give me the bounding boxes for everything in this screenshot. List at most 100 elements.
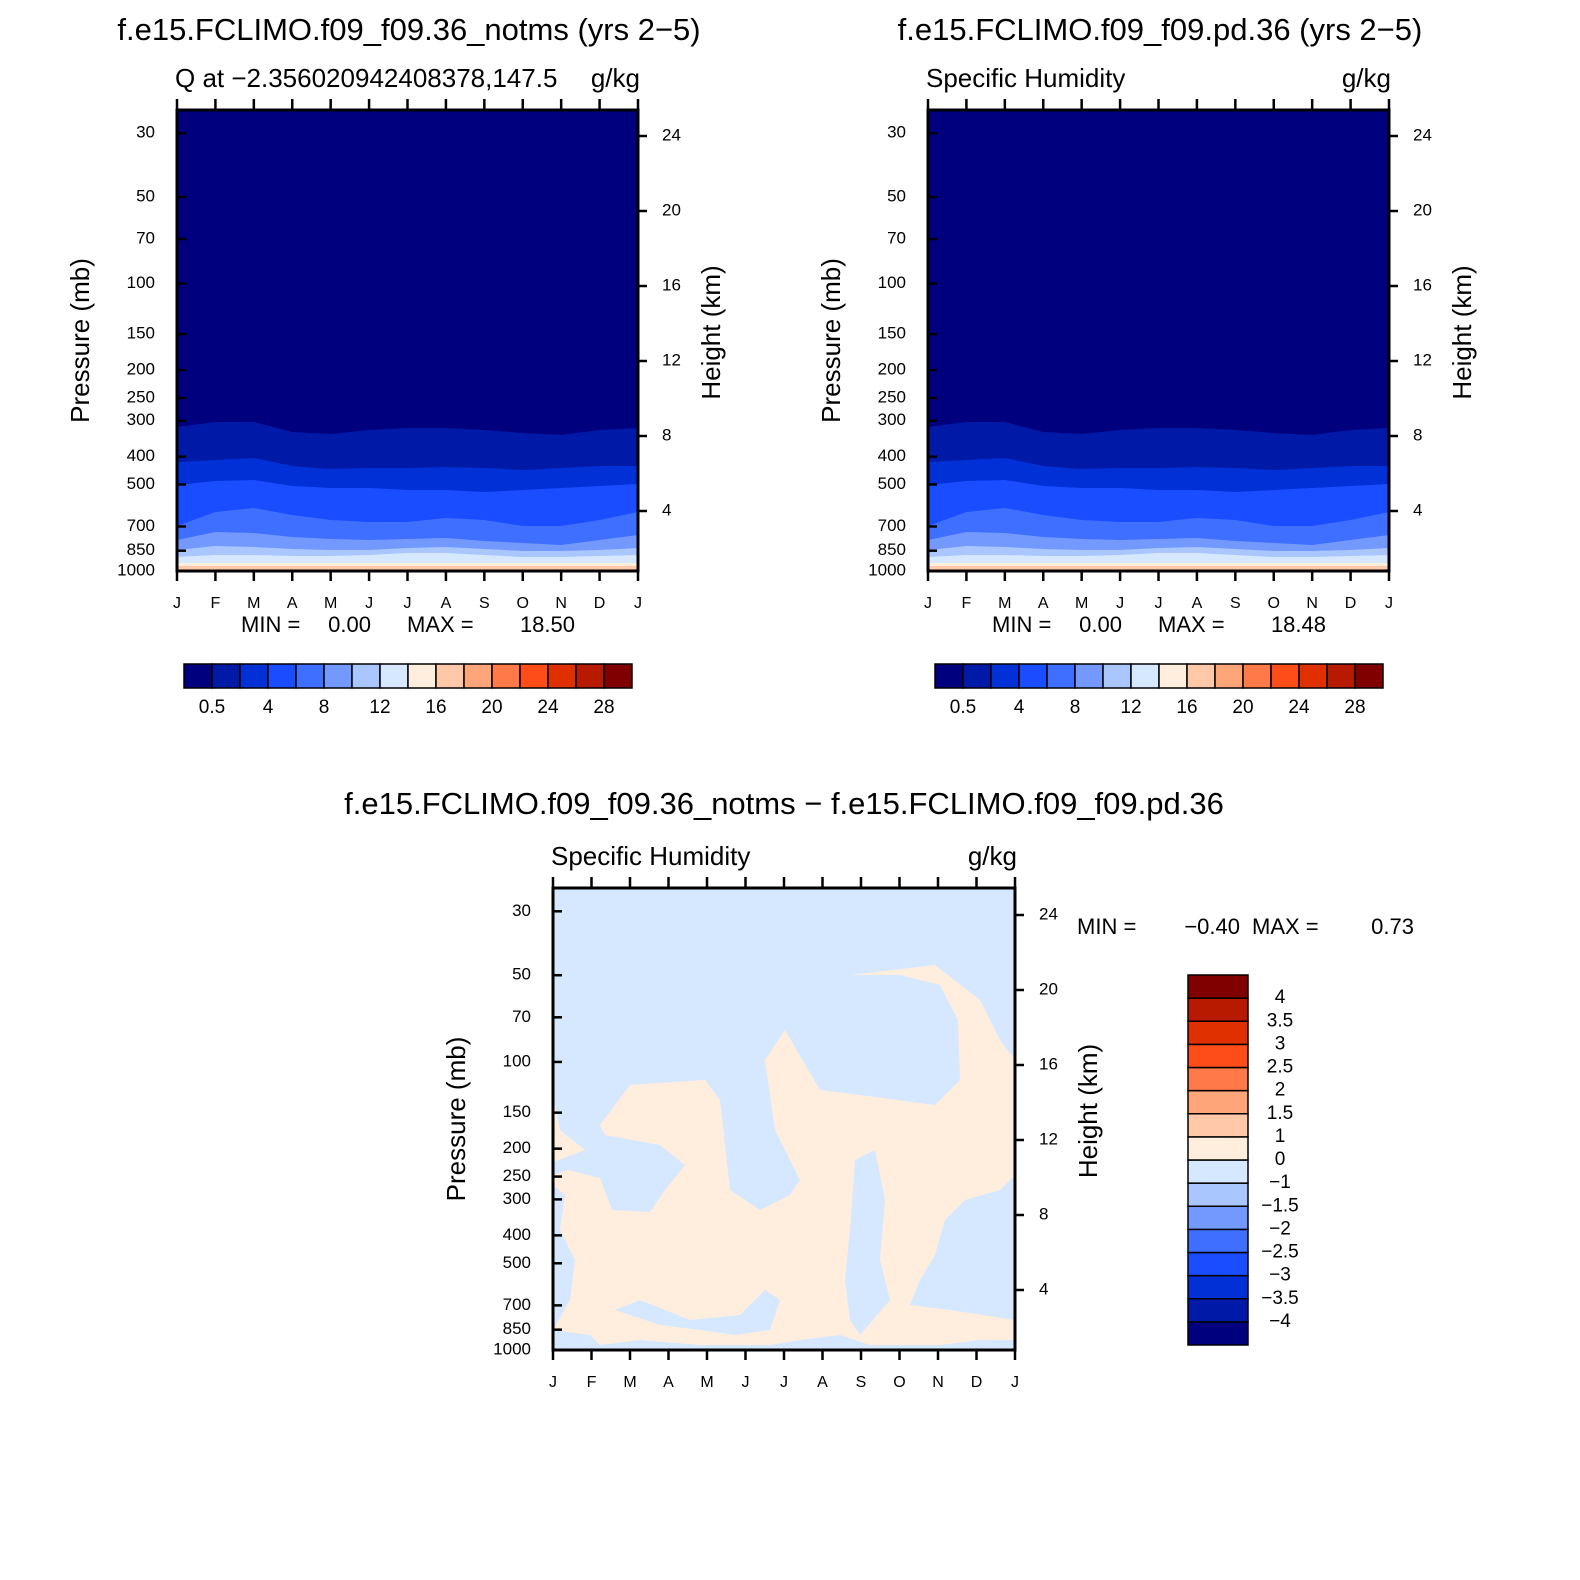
x-tick-label: S (479, 595, 490, 612)
colorbar-box (211, 663, 241, 689)
colorbar-box (1187, 1298, 1249, 1323)
x-tick-label: F (211, 595, 221, 612)
y-tick-label: 400 (878, 446, 906, 465)
y2-tick-label: 16 (1413, 275, 1432, 294)
subtitle-left: Specific Humidity (551, 841, 750, 871)
y-tick-label: 100 (503, 1051, 531, 1070)
y-tick-label: 250 (127, 387, 155, 406)
colorbar-box (603, 663, 633, 689)
colorbar-label: 2 (1275, 1080, 1286, 1101)
y2-axis-label: Height (km) (696, 265, 726, 399)
x-tick-label: J (780, 1374, 788, 1391)
colorbar-label: −3.5 (1261, 1288, 1299, 1309)
y-tick-label: 250 (878, 387, 906, 406)
x-tick-label: N (1306, 595, 1318, 612)
colorbar-box (934, 663, 964, 689)
colorbar-box (1187, 1066, 1249, 1092)
colorbar-label: 28 (1344, 697, 1365, 718)
colorbar-label: 1.5 (1267, 1103, 1293, 1124)
y-tick-label: 1000 (868, 560, 906, 579)
contour-fill (845, 1150, 890, 1335)
y-tick-label: 700 (503, 1295, 531, 1314)
colorbar-box (295, 663, 325, 689)
colorbar-box (990, 663, 1020, 689)
y-tick-label: 500 (878, 474, 906, 493)
colorbar-box (1326, 663, 1356, 689)
colorbar-label: 0.5 (950, 697, 976, 718)
x-tick-label: J (1155, 595, 1163, 612)
y2-tick-label: 4 (662, 500, 671, 519)
colorbar-box (1354, 663, 1384, 689)
min-label: MIN = (241, 612, 300, 637)
y2-tick-label: 16 (1039, 1054, 1058, 1073)
colorbar-label: 16 (425, 697, 446, 718)
y-tick-label: 500 (503, 1253, 531, 1272)
y2-axis-label: Height (km) (1447, 265, 1477, 399)
x-tick-label: F (962, 595, 972, 612)
y-tick-label: 50 (887, 187, 906, 206)
y-tick-label: 200 (503, 1138, 531, 1157)
panel-title: f.e15.FCLIMO.f09_f09.pd.36 (yrs 2−5) (898, 12, 1423, 47)
y-tick-label: 300 (127, 410, 155, 429)
colorbar-box (1187, 1321, 1249, 1346)
y2-tick-label: 8 (1413, 425, 1422, 444)
max-label: MAX = (407, 612, 474, 637)
y-tick-label: 200 (878, 360, 906, 379)
x-tick-label: S (1230, 595, 1241, 612)
colorbar-box (1074, 663, 1104, 689)
colorbar-label: −2.5 (1261, 1242, 1299, 1263)
y-tick-label: 250 (503, 1166, 531, 1185)
colorbar-label: −1.5 (1261, 1195, 1299, 1216)
x-tick-label: M (623, 1374, 636, 1391)
colorbar-box (1187, 1136, 1249, 1161)
colorbar-box (1187, 1020, 1249, 1046)
y-tick-label: 30 (512, 901, 531, 920)
colorbar-box (575, 663, 605, 689)
colorbar-box (1046, 663, 1076, 689)
y-tick-label: 500 (127, 474, 155, 493)
x-tick-label: A (441, 595, 452, 612)
colorbar-label: 28 (593, 697, 614, 718)
y-tick-label: 1000 (117, 560, 155, 579)
colorbar-label: −2 (1269, 1218, 1291, 1239)
y2-tick-label: 20 (662, 200, 681, 219)
y-tick-label: 100 (878, 273, 906, 292)
colorbar-label: 3 (1275, 1033, 1286, 1054)
colorbar-box (1270, 663, 1300, 689)
y-tick-label: 150 (878, 324, 906, 343)
x-tick-label: A (287, 595, 298, 612)
colorbar-label: 12 (369, 697, 390, 718)
y-axis-label: Pressure (mb) (816, 258, 846, 423)
y2-tick-label: 12 (1039, 1129, 1058, 1148)
x-tick-label: J (924, 595, 932, 612)
colorbar-box (1018, 663, 1048, 689)
colorbar-box (1187, 1182, 1249, 1207)
colorbar-box (1187, 1205, 1249, 1231)
y-tick-label: 30 (136, 123, 155, 142)
colorbar-label: 1 (1275, 1126, 1286, 1147)
subtitle-right: g/kg (591, 63, 640, 93)
colorbar-label: −1 (1269, 1172, 1291, 1193)
colorbar-box (491, 663, 521, 689)
colorbar-label: 0 (1275, 1149, 1286, 1170)
colorbar-box (267, 663, 297, 689)
colorbar-label: 24 (537, 697, 559, 718)
contour-fill (553, 965, 1015, 1345)
y2-tick-label: 20 (1413, 200, 1432, 219)
x-tick-label: M (700, 1374, 713, 1391)
colorbar-box (1187, 1251, 1249, 1277)
y2-tick-label: 8 (662, 425, 671, 444)
y2-tick-label: 12 (662, 350, 681, 369)
max-label: MAX = (1252, 914, 1319, 939)
x-tick-label: D (594, 595, 606, 612)
x-tick-label: A (1038, 595, 1049, 612)
colorbar-box (519, 663, 549, 689)
x-tick-label: J (365, 595, 373, 612)
y-axis-label: Pressure (mb) (441, 1037, 471, 1202)
panel-title: f.e15.FCLIMO.f09_f09.36_notms − f.e15.FC… (344, 786, 1224, 821)
x-tick-label: A (1192, 595, 1203, 612)
subtitle-left: Specific Humidity (926, 63, 1125, 93)
x-tick-label: J (173, 595, 181, 612)
x-tick-label: D (971, 1374, 983, 1391)
